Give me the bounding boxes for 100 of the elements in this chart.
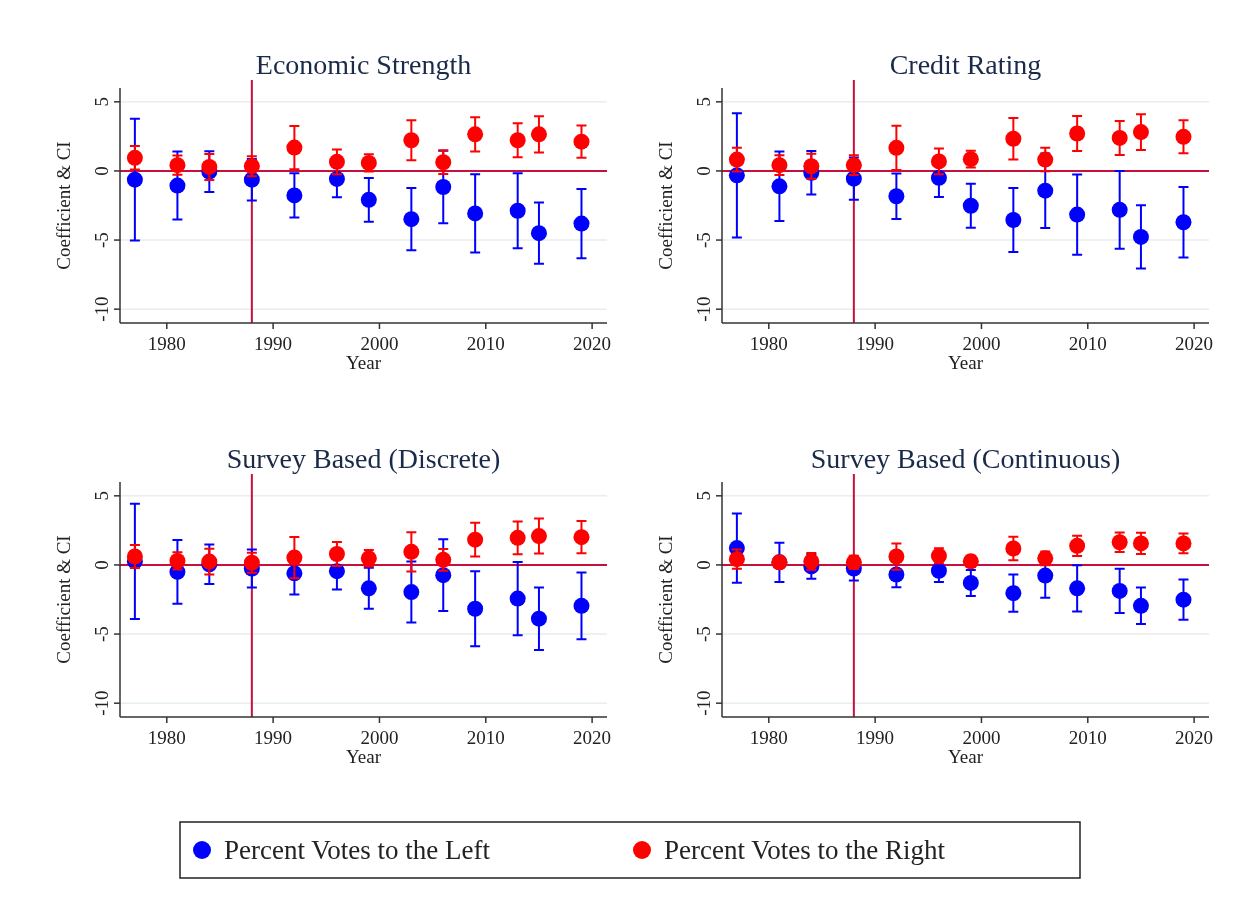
point bbox=[1005, 130, 1022, 147]
x-axis-title: Year bbox=[345, 352, 382, 373]
point bbox=[1132, 228, 1149, 245]
point bbox=[573, 133, 590, 150]
point bbox=[1111, 582, 1128, 599]
x-tick-label: 1990 bbox=[254, 333, 293, 354]
y-tick-label: 0 bbox=[693, 166, 714, 176]
y-tick-label: 0 bbox=[693, 560, 714, 570]
point bbox=[467, 126, 484, 143]
legend-label: Percent Votes to the Left bbox=[224, 835, 491, 865]
point bbox=[169, 177, 186, 194]
y-axis-title: Coefficient & CI bbox=[655, 535, 676, 664]
point bbox=[1132, 124, 1149, 141]
point bbox=[467, 205, 484, 222]
point bbox=[803, 158, 820, 175]
x-tick-label: 2010 bbox=[1068, 333, 1107, 354]
point bbox=[328, 153, 345, 170]
point bbox=[771, 178, 788, 195]
point bbox=[728, 151, 745, 168]
point bbox=[467, 600, 484, 617]
x-tick-label: 1980 bbox=[749, 333, 788, 354]
y-tick-label: -5 bbox=[91, 626, 112, 642]
point bbox=[888, 139, 905, 156]
x-tick-label: 2000 bbox=[360, 333, 399, 354]
point bbox=[403, 211, 420, 228]
x-tick-label: 2010 bbox=[466, 333, 505, 354]
point bbox=[467, 531, 484, 548]
point bbox=[403, 543, 420, 560]
point bbox=[360, 191, 377, 208]
point bbox=[1005, 212, 1022, 229]
point bbox=[1005, 540, 1022, 557]
chart-title: Survey Based (Discrete) bbox=[226, 443, 501, 474]
point bbox=[888, 188, 905, 205]
point bbox=[530, 126, 547, 143]
point bbox=[435, 178, 452, 195]
point bbox=[1069, 206, 1086, 223]
point bbox=[1111, 129, 1128, 146]
point bbox=[435, 551, 452, 568]
y-tick-label: 5 bbox=[91, 491, 112, 501]
point bbox=[509, 590, 526, 607]
y-tick-label: -5 bbox=[693, 626, 714, 642]
point bbox=[286, 139, 303, 156]
point bbox=[530, 610, 547, 627]
x-tick-label: 2000 bbox=[360, 727, 399, 748]
point bbox=[126, 149, 143, 166]
y-tick-label: -5 bbox=[693, 232, 714, 248]
point bbox=[286, 549, 303, 566]
point bbox=[962, 197, 979, 214]
legend-label: Percent Votes to the Right bbox=[664, 835, 946, 865]
point bbox=[1132, 597, 1149, 614]
y-tick-label: -10 bbox=[91, 296, 112, 322]
y-tick-label: -10 bbox=[91, 690, 112, 716]
point bbox=[1175, 591, 1192, 608]
y-axis-title: Coefficient & CI bbox=[655, 141, 676, 270]
y-tick-label: -10 bbox=[693, 296, 714, 322]
point bbox=[1175, 128, 1192, 145]
x-tick-label: 1990 bbox=[856, 333, 895, 354]
x-axis-title: Year bbox=[947, 746, 984, 767]
y-tick-label: 5 bbox=[693, 97, 714, 107]
point bbox=[1111, 201, 1128, 218]
point bbox=[509, 202, 526, 219]
x-tick-label: 1980 bbox=[147, 333, 186, 354]
point bbox=[573, 597, 590, 614]
point bbox=[930, 562, 947, 579]
y-axis-title: Coefficient & CI bbox=[53, 535, 74, 664]
point bbox=[1069, 537, 1086, 554]
point bbox=[1037, 182, 1054, 199]
point bbox=[509, 529, 526, 546]
chart-title: Credit Rating bbox=[889, 49, 1042, 80]
y-tick-label: -5 bbox=[91, 232, 112, 248]
point bbox=[530, 225, 547, 242]
x-tick-label: 2020 bbox=[573, 333, 612, 354]
y-tick-label: 0 bbox=[91, 166, 112, 176]
x-tick-label: 2000 bbox=[962, 333, 1001, 354]
point bbox=[403, 132, 420, 149]
point bbox=[286, 187, 303, 204]
y-axis-title: Coefficient & CI bbox=[53, 141, 74, 270]
x-axis-title: Year bbox=[345, 746, 382, 767]
point bbox=[403, 584, 420, 601]
point bbox=[1037, 567, 1054, 584]
x-tick-label: 2020 bbox=[1175, 727, 1214, 748]
x-tick-label: 1980 bbox=[147, 727, 186, 748]
x-tick-label: 1990 bbox=[254, 727, 293, 748]
point bbox=[888, 548, 905, 565]
point bbox=[573, 529, 590, 546]
point bbox=[930, 153, 947, 170]
point bbox=[1175, 214, 1192, 231]
y-tick-label: -10 bbox=[693, 690, 714, 716]
x-tick-label: 2000 bbox=[962, 727, 1001, 748]
point bbox=[530, 528, 547, 545]
x-tick-label: 2010 bbox=[1068, 727, 1107, 748]
x-tick-label: 1980 bbox=[749, 727, 788, 748]
point bbox=[1005, 585, 1022, 602]
point bbox=[126, 171, 143, 188]
y-tick-label: 0 bbox=[91, 560, 112, 570]
x-tick-label: 2010 bbox=[466, 727, 505, 748]
point bbox=[328, 546, 345, 563]
x-tick-label: 2020 bbox=[573, 727, 612, 748]
chart-title: Survey Based (Continuous) bbox=[810, 443, 1121, 474]
point bbox=[201, 158, 218, 175]
